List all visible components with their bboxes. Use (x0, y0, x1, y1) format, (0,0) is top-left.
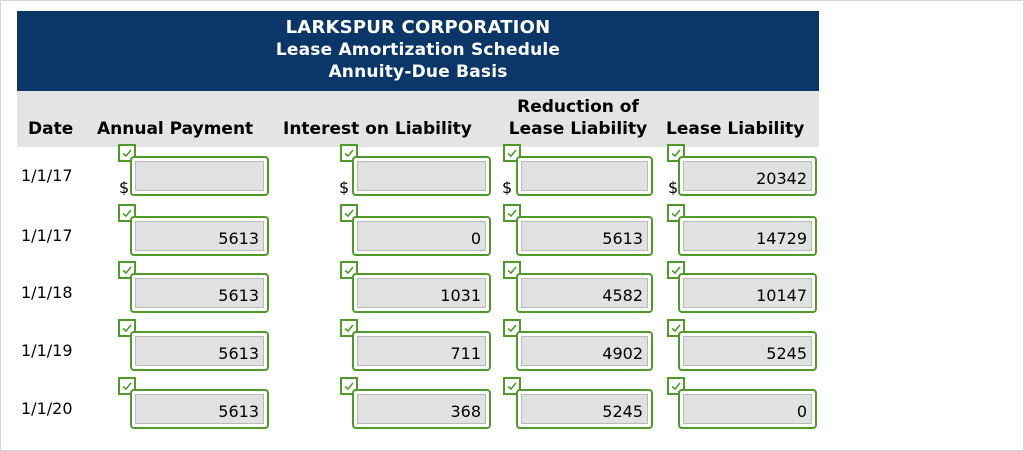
schedule-basis: Annuity-Due Basis (328, 62, 508, 82)
interest-value: 1031 (440, 286, 481, 305)
interest-field[interactable]: 711 (352, 331, 491, 371)
header-reduction-line2: Lease Liability (508, 119, 648, 139)
field-background: 4582 (521, 278, 648, 308)
lease-liability-field[interactable]: 10147 (678, 273, 817, 313)
field-background: 0 (683, 394, 812, 424)
column-header-band (17, 91, 819, 147)
annual-payment-field[interactable]: 5613 (130, 273, 269, 313)
field-background: 711 (357, 336, 486, 366)
company-name: LARKSPUR CORPORATION (285, 17, 551, 38)
field-background: 5613 (135, 278, 264, 308)
dollar-sign: $ (119, 178, 130, 197)
lease-liability-field[interactable]: 14729 (678, 216, 817, 256)
annual-payment-field[interactable] (130, 156, 269, 196)
reduction-value: 4582 (602, 286, 643, 305)
field-background: 5245 (683, 336, 812, 366)
field-background: 5613 (135, 221, 264, 251)
annual-payment-field[interactable]: 5613 (130, 331, 269, 371)
dollar-sign: $ (502, 178, 513, 197)
annual-payment-field[interactable]: 5613 (130, 389, 269, 429)
header-interest: Interest on Liability (283, 119, 472, 139)
interest-field[interactable] (352, 156, 491, 196)
field-background: 4902 (521, 336, 648, 366)
lease-liability-field[interactable]: 5245 (678, 331, 817, 371)
field-background: 5613 (135, 394, 264, 424)
field-background (135, 161, 264, 191)
interest-value: 0 (470, 229, 481, 248)
row-date: 1/1/20 (21, 399, 73, 418)
dollar-sign: $ (339, 178, 350, 197)
row-date: 1/1/17 (21, 166, 73, 185)
reduction-field[interactable]: 4582 (516, 273, 653, 313)
interest-value: 711 (450, 344, 481, 363)
lease-liability-field[interactable]: 0 (678, 389, 817, 429)
lease-liability-value: 14729 (756, 229, 807, 248)
reduction-field[interactable]: 5613 (516, 216, 653, 256)
reduction-value: 5613 (602, 229, 643, 248)
check-icon (667, 319, 685, 337)
reduction-field[interactable] (516, 156, 653, 196)
reduction-field[interactable]: 4902 (516, 331, 653, 371)
field-background: 14729 (683, 221, 812, 251)
annual-payment-value: 5613 (218, 344, 259, 363)
field-background: 5613 (521, 221, 648, 251)
lease-liability-value: 5245 (766, 344, 807, 363)
header-reduction-line1: Reduction of (517, 97, 639, 117)
field-background: 20342 (683, 161, 812, 191)
field-background: 5245 (521, 394, 648, 424)
row-date: 1/1/19 (21, 341, 73, 360)
row-date: 1/1/18 (21, 283, 73, 302)
header-reduction: Reduction of Lease Liability (504, 96, 652, 140)
header-annual-payment: Annual Payment (97, 119, 254, 139)
header-date: Date (28, 119, 74, 139)
annual-payment-field[interactable]: 5613 (130, 216, 269, 256)
reduction-value: 5245 (602, 402, 643, 421)
lease-liability-value: 10147 (756, 286, 807, 305)
annual-payment-value: 5613 (218, 229, 259, 248)
interest-value: 368 (450, 402, 481, 421)
annual-payment-value: 5613 (218, 286, 259, 305)
field-background: 0 (357, 221, 486, 251)
field-background: 1031 (357, 278, 486, 308)
interest-field[interactable]: 368 (352, 389, 491, 429)
dollar-sign: $ (668, 178, 679, 197)
reduction-field[interactable]: 5245 (516, 389, 653, 429)
interest-field[interactable]: 0 (352, 216, 491, 256)
lease-liability-value: 20342 (756, 169, 807, 188)
field-background: 5613 (135, 336, 264, 366)
reduction-value: 4902 (602, 344, 643, 363)
field-background: 368 (357, 394, 486, 424)
lease-liability-value: 0 (796, 402, 807, 421)
field-background (357, 161, 486, 191)
field-background (521, 161, 648, 191)
annual-payment-value: 5613 (218, 402, 259, 421)
lease-liability-field[interactable]: 20342 (678, 156, 817, 196)
header-lease-liability: Lease Liability (666, 119, 805, 139)
field-background: 10147 (683, 278, 812, 308)
row-date: 1/1/17 (21, 226, 73, 245)
interest-field[interactable]: 1031 (352, 273, 491, 313)
schedule-title: Lease Amortization Schedule (275, 40, 561, 60)
title-banner: LARKSPUR CORPORATION Lease Amortization … (17, 11, 819, 91)
